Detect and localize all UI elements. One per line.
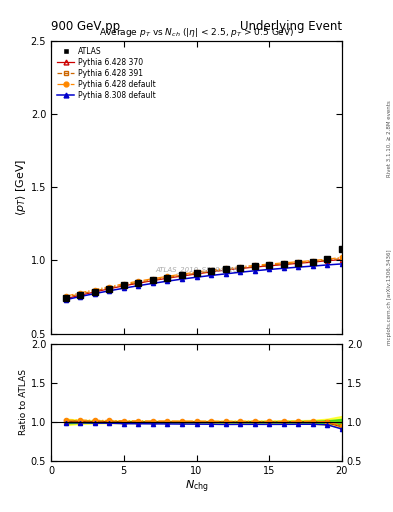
X-axis label: $N_{\rm chg}$: $N_{\rm chg}$ — [185, 478, 208, 495]
Text: ATLAS_2010_S8894728: ATLAS_2010_S8894728 — [155, 266, 238, 272]
Text: 900 GeV pp: 900 GeV pp — [51, 20, 120, 33]
Title: Average $p_T$ vs $N_{ch}$ ($|\eta|$ < 2.5, $p_T$ > 0.5 GeV): Average $p_T$ vs $N_{ch}$ ($|\eta|$ < 2.… — [99, 27, 294, 39]
Text: Underlying Event: Underlying Event — [240, 20, 342, 33]
Y-axis label: $\langle p_T \rangle$ [GeV]: $\langle p_T \rangle$ [GeV] — [14, 159, 28, 216]
Text: Rivet 3.1.10, ≥ 2.8M events: Rivet 3.1.10, ≥ 2.8M events — [387, 100, 391, 177]
Y-axis label: Ratio to ATLAS: Ratio to ATLAS — [19, 369, 28, 435]
Text: mcplots.cern.ch [arXiv:1306.3436]: mcplots.cern.ch [arXiv:1306.3436] — [387, 249, 391, 345]
Legend: ATLAS, Pythia 6.428 370, Pythia 6.428 391, Pythia 6.428 default, Pythia 8.308 de: ATLAS, Pythia 6.428 370, Pythia 6.428 39… — [54, 44, 159, 103]
